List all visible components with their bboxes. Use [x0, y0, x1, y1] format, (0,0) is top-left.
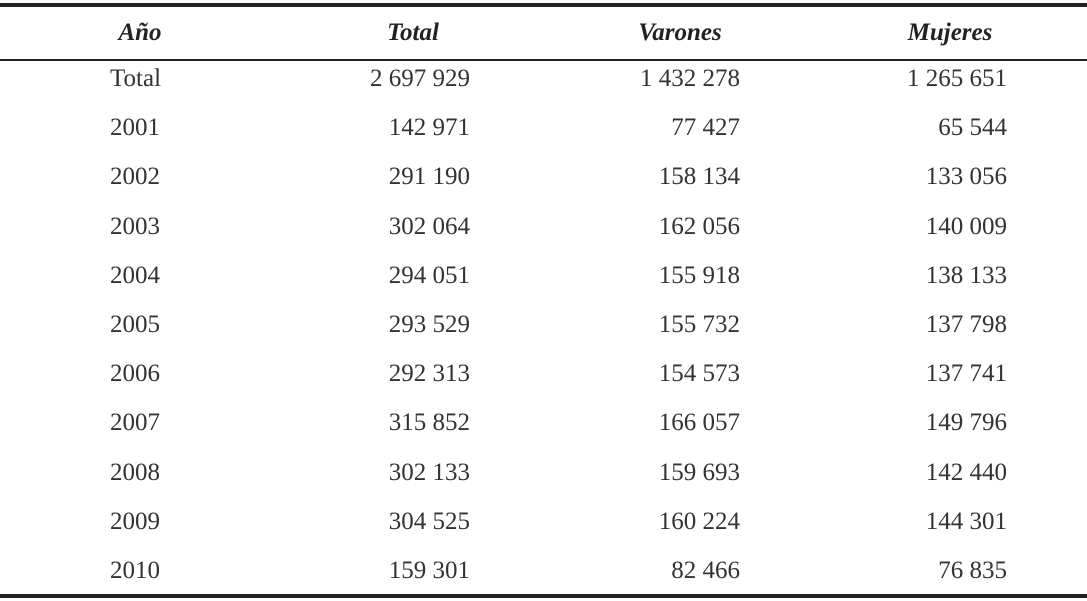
table-cell: 166 057 [658, 409, 740, 437]
row-label: 2007 [110, 409, 160, 437]
column-header: Total [387, 19, 439, 46]
table-cell: 302 064 [388, 212, 470, 240]
row-label: 2004 [110, 261, 160, 289]
table-cell: 77 427 [671, 114, 740, 142]
table-cell: 154 573 [658, 360, 740, 388]
table-cell: 142 440 [925, 458, 1007, 486]
header-rule [0, 59, 1087, 61]
table-cell: 294 051 [388, 261, 470, 289]
table-cell: 137 798 [925, 311, 1007, 338]
table-cell: 2 697 929 [370, 65, 470, 92]
table-cell: 159 301 [388, 557, 470, 584]
bottom-rule [0, 594, 1087, 598]
table-cell: 155 918 [658, 261, 740, 289]
table-cell: 293 529 [388, 311, 470, 338]
column-header: Varones [638, 19, 722, 46]
table-cell: 162 056 [658, 212, 740, 240]
row-label: 2009 [110, 507, 160, 535]
table-cell: 138 133 [925, 261, 1007, 289]
table-cell: 291 190 [388, 163, 470, 191]
table-cell: 133 056 [925, 163, 1007, 191]
table-cell: 159 693 [658, 458, 740, 486]
table-cell: 158 134 [658, 163, 740, 191]
column-header: Mujeres [907, 19, 993, 46]
table-cell: 315 852 [388, 409, 470, 437]
row-label: 2002 [110, 163, 160, 191]
row-label: 2003 [110, 212, 160, 240]
row-label: 2006 [110, 360, 160, 388]
table-cell: 76 835 [938, 557, 1007, 584]
table-cell: 142 971 [388, 114, 470, 142]
table-cell: 292 313 [388, 360, 470, 388]
row-label: 2008 [110, 458, 160, 486]
column-header: Año [118, 19, 162, 46]
table-cell: 65 544 [938, 114, 1007, 142]
row-label: 2010 [110, 557, 160, 584]
table-cell: 144 301 [925, 507, 1007, 535]
table-cell: 1 432 278 [640, 65, 740, 92]
top-rule [0, 3, 1087, 7]
table-cell: 1 265 651 [907, 65, 1007, 92]
table-cell: 155 732 [658, 311, 740, 338]
table-cell: 160 224 [658, 507, 740, 535]
table-cell: 304 525 [388, 507, 470, 535]
table-cell: 302 133 [388, 458, 470, 486]
row-label: Total [110, 65, 162, 92]
table-cell: 149 796 [925, 409, 1007, 437]
table-cell: 82 466 [671, 557, 740, 584]
row-label: 2001 [110, 114, 160, 142]
table-cell: 140 009 [925, 212, 1007, 240]
table-cell: 137 741 [925, 360, 1007, 388]
row-label: 2005 [110, 311, 160, 338]
